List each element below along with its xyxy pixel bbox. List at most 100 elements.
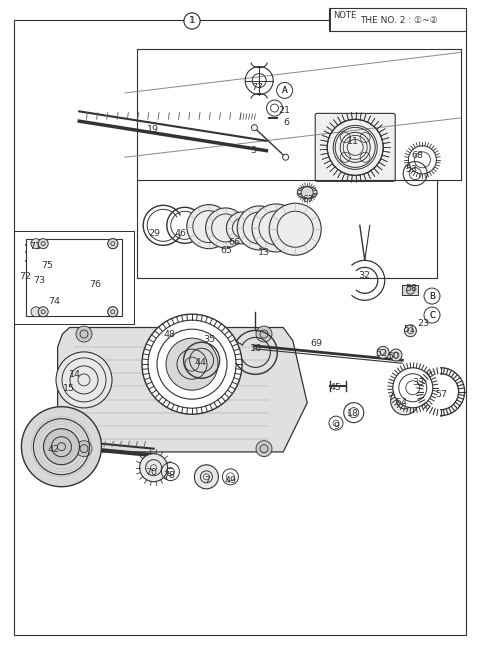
Text: C: C xyxy=(429,310,435,320)
Circle shape xyxy=(237,206,281,250)
Text: 53: 53 xyxy=(405,165,417,174)
Text: 71: 71 xyxy=(29,242,41,252)
Text: 29: 29 xyxy=(149,229,160,238)
Circle shape xyxy=(22,407,101,487)
FancyBboxPatch shape xyxy=(315,113,395,181)
Polygon shape xyxy=(58,328,307,468)
Circle shape xyxy=(256,326,272,342)
Circle shape xyxy=(256,441,272,457)
Circle shape xyxy=(227,212,258,244)
Circle shape xyxy=(391,387,419,415)
Text: 75: 75 xyxy=(41,261,53,271)
Text: 33: 33 xyxy=(412,378,425,387)
Text: 67: 67 xyxy=(302,195,315,204)
Text: 44: 44 xyxy=(195,358,206,367)
Ellipse shape xyxy=(297,187,317,198)
Text: 73: 73 xyxy=(33,276,46,285)
Circle shape xyxy=(31,307,41,317)
Circle shape xyxy=(38,307,48,317)
Circle shape xyxy=(276,83,293,98)
Circle shape xyxy=(184,13,200,29)
Circle shape xyxy=(252,204,300,252)
Bar xyxy=(402,285,419,295)
Circle shape xyxy=(43,429,79,464)
Text: 72: 72 xyxy=(19,272,31,281)
Text: 66: 66 xyxy=(228,238,240,247)
Circle shape xyxy=(108,307,118,317)
Circle shape xyxy=(194,465,218,489)
Circle shape xyxy=(38,238,48,249)
Circle shape xyxy=(407,286,414,294)
Text: A: A xyxy=(282,86,288,95)
Circle shape xyxy=(404,325,416,337)
Text: 13: 13 xyxy=(257,248,270,257)
Circle shape xyxy=(425,308,439,322)
Text: 52: 52 xyxy=(376,348,388,358)
Text: 57: 57 xyxy=(435,390,447,400)
Text: 21: 21 xyxy=(278,105,290,115)
Circle shape xyxy=(76,441,92,457)
Text: 19: 19 xyxy=(147,125,158,134)
Text: 65: 65 xyxy=(220,246,232,255)
Text: 6: 6 xyxy=(283,118,289,127)
Circle shape xyxy=(205,208,246,248)
Circle shape xyxy=(187,204,231,249)
Circle shape xyxy=(108,238,118,249)
Circle shape xyxy=(56,352,112,408)
Text: A: A xyxy=(282,86,288,95)
Circle shape xyxy=(424,288,440,304)
Circle shape xyxy=(390,349,402,361)
Text: THE NO. 2 : ①~②: THE NO. 2 : ①~② xyxy=(360,16,438,25)
Text: 32: 32 xyxy=(358,271,371,280)
Text: 3: 3 xyxy=(251,146,256,155)
Text: B: B xyxy=(429,291,435,301)
Circle shape xyxy=(424,307,440,323)
Text: 54: 54 xyxy=(395,398,407,407)
Text: 1: 1 xyxy=(189,16,195,26)
Text: 42: 42 xyxy=(48,445,60,454)
Text: 14: 14 xyxy=(69,370,81,379)
Circle shape xyxy=(269,203,321,255)
Text: 18: 18 xyxy=(347,409,359,419)
Text: 16: 16 xyxy=(251,344,262,353)
Circle shape xyxy=(277,83,292,98)
Circle shape xyxy=(377,346,389,358)
Circle shape xyxy=(142,314,242,414)
Text: 76: 76 xyxy=(89,280,101,290)
Text: 70: 70 xyxy=(145,468,156,477)
Text: B: B xyxy=(429,291,435,301)
Circle shape xyxy=(301,187,313,198)
Text: C: C xyxy=(429,310,435,320)
Circle shape xyxy=(184,13,200,29)
Text: 48: 48 xyxy=(164,329,176,339)
Text: 77: 77 xyxy=(251,83,263,92)
Circle shape xyxy=(425,289,439,303)
Text: 46: 46 xyxy=(175,229,186,238)
Text: 74: 74 xyxy=(48,297,60,306)
Circle shape xyxy=(140,454,168,481)
Circle shape xyxy=(393,367,433,408)
Circle shape xyxy=(31,238,41,249)
Text: 35: 35 xyxy=(204,335,216,344)
Text: 68: 68 xyxy=(412,151,424,160)
Text: 50: 50 xyxy=(387,352,399,361)
Text: 23: 23 xyxy=(417,319,430,328)
Circle shape xyxy=(283,154,288,160)
Text: 49: 49 xyxy=(225,476,237,485)
Text: 69: 69 xyxy=(311,339,323,348)
Text: 15: 15 xyxy=(62,384,75,393)
Bar xyxy=(329,8,466,31)
Text: 58: 58 xyxy=(405,284,418,293)
Text: 9: 9 xyxy=(333,422,339,431)
Text: NOTE: NOTE xyxy=(333,11,357,20)
Text: 7: 7 xyxy=(204,476,210,485)
Circle shape xyxy=(108,307,118,317)
Bar xyxy=(14,231,134,324)
Circle shape xyxy=(76,326,92,342)
Circle shape xyxy=(166,338,218,390)
Text: 78: 78 xyxy=(163,471,175,480)
Text: 45: 45 xyxy=(330,383,342,392)
Text: 1: 1 xyxy=(189,16,195,26)
Text: 51: 51 xyxy=(403,325,415,334)
Bar xyxy=(26,239,122,316)
